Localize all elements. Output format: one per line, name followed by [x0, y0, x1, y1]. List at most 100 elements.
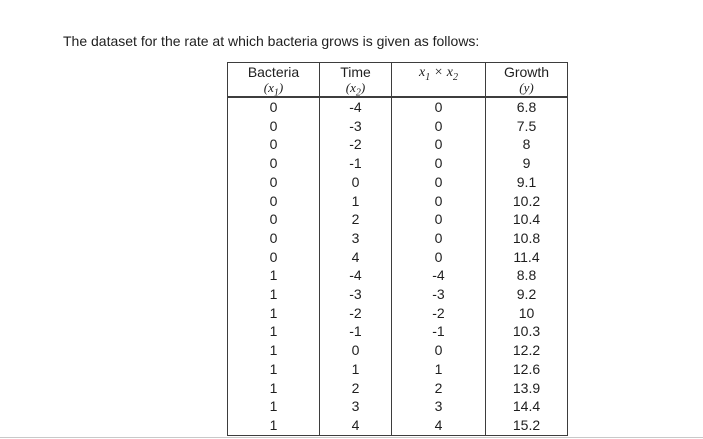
table-cell: 0	[227, 116, 320, 136]
table-cell: 11.4	[485, 247, 568, 267]
table-cell: 1	[227, 322, 320, 342]
table-cell: 0	[391, 172, 486, 192]
col-header-time-sublabel: (x2)	[320, 80, 391, 99]
table-row: 0 3 0 10.8	[227, 228, 568, 248]
table-cell: 3	[319, 397, 392, 416]
bacteria-growth-table: Bacteria (x1) Time (x2) x1 × x2 Growth (…	[227, 62, 568, 436]
table-row: 1 2 2 13.9	[227, 378, 568, 398]
table-cell: 4	[391, 415, 486, 436]
math-var: x	[268, 80, 274, 95]
table-row: 0 -1 0 9	[227, 154, 568, 173]
paren: )	[529, 80, 534, 95]
table-row: 1 -3 -3 9.2	[227, 285, 568, 304]
paren: (	[519, 80, 524, 95]
table-cell: 0	[391, 116, 486, 136]
table-cell: 8	[485, 135, 568, 155]
table-cell: 10.8	[485, 228, 568, 248]
table-row: 1 1 1 12.6	[227, 359, 568, 379]
table-row: 1 -2 -2 10	[227, 303, 568, 323]
table-cell: 10	[485, 303, 568, 323]
table-row: 0 -3 0 7.5	[227, 116, 568, 136]
table-cell: 0	[227, 210, 320, 229]
table-cell: -3	[391, 285, 486, 304]
table-cell: -4	[319, 266, 392, 286]
paren: )	[278, 80, 284, 95]
table-cell: -2	[391, 303, 486, 323]
table-row: 1 0 0 12.2	[227, 341, 568, 360]
table-cell: 9.2	[485, 285, 568, 304]
col-header-growth: Growth (y)	[485, 62, 568, 98]
table-row: 0 4 0 11.4	[227, 247, 568, 267]
table-cell: -2	[319, 135, 392, 155]
header-row: Bacteria (x1) Time (x2) x1 × x2 Growth (…	[227, 62, 568, 99]
table-cell: 0	[227, 172, 320, 192]
table-cell: 0	[319, 172, 392, 192]
table-cell: 0	[391, 247, 486, 267]
table-cell: -4	[319, 97, 392, 117]
table-cell: 0	[391, 210, 486, 229]
paren: )	[360, 80, 366, 95]
paren: (	[263, 80, 269, 95]
table-cell: 0	[391, 191, 486, 211]
table-cell: 14.4	[485, 397, 568, 416]
table-cell: 0	[227, 97, 320, 117]
multiply-operator: ×	[430, 65, 447, 80]
table-cell: 1	[391, 359, 486, 379]
table-cell: -2	[319, 303, 392, 323]
col-header-growth-label: Growth	[503, 64, 550, 80]
math-var: x	[419, 65, 426, 80]
table-cell: 1	[227, 359, 320, 379]
math-var: y	[523, 80, 530, 95]
table-cell: 0	[227, 247, 320, 267]
table-cell: 9	[485, 154, 568, 173]
table-cell: 4	[319, 415, 392, 436]
table-cell: 0	[391, 228, 486, 248]
col-header-x1x2-expression: x1 × x2	[392, 63, 485, 83]
table-cell: 13.9	[485, 378, 568, 398]
table-row: 1 4 4 15.2	[227, 415, 568, 436]
table-row: 0 0 0 9.1	[227, 172, 568, 192]
page-bottom-divider	[0, 437, 703, 438]
table-cell: 1	[227, 415, 320, 436]
table-cell: 0	[391, 341, 486, 360]
table-cell: 2	[319, 210, 392, 229]
table-cell: 3	[319, 228, 392, 248]
table-cell: 0	[227, 135, 320, 155]
table-cell: 0	[391, 154, 486, 173]
table-cell: 7.5	[485, 116, 568, 136]
table-cell: 0	[227, 191, 320, 211]
table-cell: 2	[391, 378, 486, 398]
table-cell: -1	[319, 154, 392, 173]
table-header: Bacteria (x1) Time (x2) x1 × x2 Growth (…	[227, 62, 568, 99]
table-row: 1 -4 -4 8.8	[227, 266, 568, 286]
page-title: The dataset for the rate at which bacter…	[63, 33, 480, 49]
table-cell: 3	[391, 397, 486, 416]
math-subscript: 2	[452, 71, 458, 83]
table-row: 0 -2 0 8	[227, 135, 568, 155]
table-cell: -3	[319, 285, 392, 304]
col-header-time-label: Time	[340, 64, 371, 80]
math-subscript: 1	[273, 87, 279, 99]
table-cell: 8.8	[485, 266, 568, 286]
table-row: 0 1 0 10.2	[227, 191, 568, 211]
table-cell: 0	[391, 97, 486, 117]
table-cell: 1	[227, 303, 320, 323]
table-cell: 6.8	[485, 97, 568, 117]
table-cell: -1	[319, 322, 392, 342]
table-cell: -1	[391, 322, 486, 342]
table-cell: 0	[319, 341, 392, 360]
table-cell: 15.2	[485, 415, 568, 436]
table-row: 1 -1 -1 10.3	[227, 322, 568, 342]
col-header-growth-sublabel: (y)	[486, 81, 567, 95]
table-cell: 2	[319, 378, 392, 398]
table-cell: 10.2	[485, 191, 568, 211]
table-cell: 1	[227, 266, 320, 286]
col-header-bacteria: Bacteria (x1)	[227, 62, 320, 99]
table-cell: -4	[391, 266, 486, 286]
col-header-time: Time (x2)	[319, 62, 392, 99]
table-cell: 1	[319, 191, 392, 211]
table-cell: 12.6	[485, 359, 568, 379]
math-subscript: 1	[425, 71, 431, 83]
col-header-bacteria-sublabel: (x1)	[228, 80, 319, 99]
